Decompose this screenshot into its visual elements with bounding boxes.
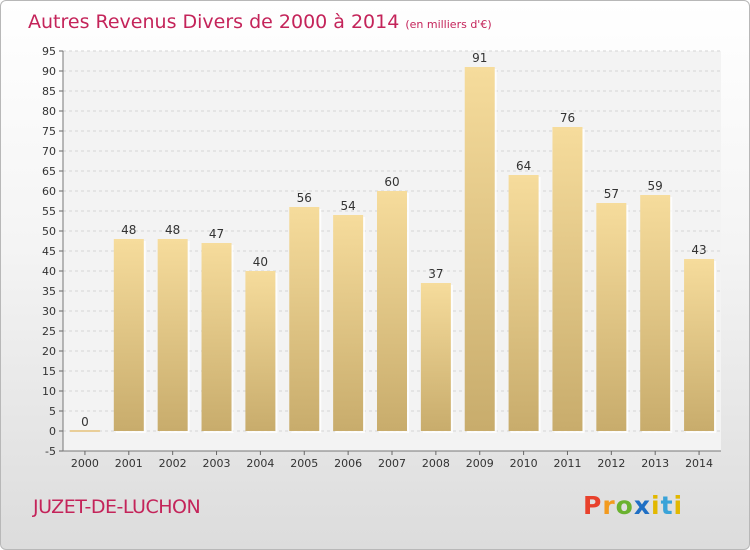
y-tick-label: 0 xyxy=(49,425,56,438)
value-label: 48 xyxy=(121,223,136,237)
x-tick-label: 2014 xyxy=(685,457,713,470)
y-tick-label: 5 xyxy=(49,405,56,418)
y-tick-label: 70 xyxy=(42,145,56,158)
value-label: 56 xyxy=(297,191,312,205)
x-tick-label: 2007 xyxy=(378,457,406,470)
bar-2013 xyxy=(640,195,671,431)
bar-2012 xyxy=(596,203,627,431)
value-label: 60 xyxy=(384,175,399,189)
chart-title-text: Autres Revenus Divers de 2000 à 2014 xyxy=(28,11,400,33)
proxiti-logo: Proxiti xyxy=(583,491,684,520)
value-label: 64 xyxy=(516,159,531,173)
bar-2008 xyxy=(420,283,451,431)
chart-title: Autres Revenus Divers de 2000 à 2014 (en … xyxy=(28,11,492,33)
y-tick-label: 15 xyxy=(42,365,56,378)
value-label: 54 xyxy=(340,199,355,213)
y-tick-label: 90 xyxy=(42,65,56,78)
value-label: 0 xyxy=(81,415,89,429)
x-tick-label: 2009 xyxy=(466,457,494,470)
chart-unit: (en milliers d'€) xyxy=(405,18,492,31)
y-tick-label: 10 xyxy=(42,385,56,398)
y-tick-label: 40 xyxy=(42,265,56,278)
y-tick-label: 50 xyxy=(42,225,56,238)
y-tick-label: 55 xyxy=(42,205,56,218)
y-tick-label: 65 xyxy=(42,165,56,178)
y-tick-label: 95 xyxy=(42,45,56,58)
y-tick-label: 35 xyxy=(42,285,56,298)
bar-2010 xyxy=(508,175,539,431)
y-tick-label: 85 xyxy=(42,85,56,98)
y-tick-label: 25 xyxy=(42,325,56,338)
value-label: 48 xyxy=(165,223,180,237)
value-label: 47 xyxy=(209,227,224,241)
x-tick-label: 2001 xyxy=(115,457,143,470)
x-tick-label: 2010 xyxy=(510,457,538,470)
bar-2003 xyxy=(201,243,232,431)
bar-2005 xyxy=(289,207,320,431)
x-tick-label: 2003 xyxy=(203,457,231,470)
x-tick-label: 2006 xyxy=(334,457,362,470)
x-tick-label: 2011 xyxy=(553,457,581,470)
bar-2004 xyxy=(245,271,276,431)
value-label: 91 xyxy=(472,51,487,65)
x-tick-label: 2013 xyxy=(641,457,669,470)
bar-2002 xyxy=(157,239,188,431)
value-label: 76 xyxy=(560,111,575,125)
y-tick-label: 20 xyxy=(42,345,56,358)
bar-2009 xyxy=(464,67,495,431)
x-tick-label: 2012 xyxy=(597,457,625,470)
y-tick-label: -5 xyxy=(45,445,56,458)
x-tick-label: 2000 xyxy=(71,457,99,470)
bar-2011 xyxy=(552,127,583,431)
y-tick-label: 30 xyxy=(42,305,56,318)
commune-name: JUZET-DE-LUCHON xyxy=(33,496,201,518)
x-tick-label: 2004 xyxy=(246,457,274,470)
x-tick-label: 2002 xyxy=(159,457,187,470)
y-tick-label: 45 xyxy=(42,245,56,258)
x-tick-label: 2005 xyxy=(290,457,318,470)
value-label: 37 xyxy=(428,267,443,281)
value-label: 40 xyxy=(253,255,268,269)
value-label: 59 xyxy=(648,179,663,193)
value-label: 43 xyxy=(691,243,706,257)
y-tick-label: 75 xyxy=(42,125,56,138)
bar-2001 xyxy=(113,239,144,431)
y-tick-label: 60 xyxy=(42,185,56,198)
bar-2006 xyxy=(333,215,364,431)
bar-2007 xyxy=(377,191,407,431)
value-label: 57 xyxy=(604,187,619,201)
bar-2014 xyxy=(684,259,715,431)
x-tick-label: 2008 xyxy=(422,457,450,470)
y-tick-label: 80 xyxy=(42,105,56,118)
